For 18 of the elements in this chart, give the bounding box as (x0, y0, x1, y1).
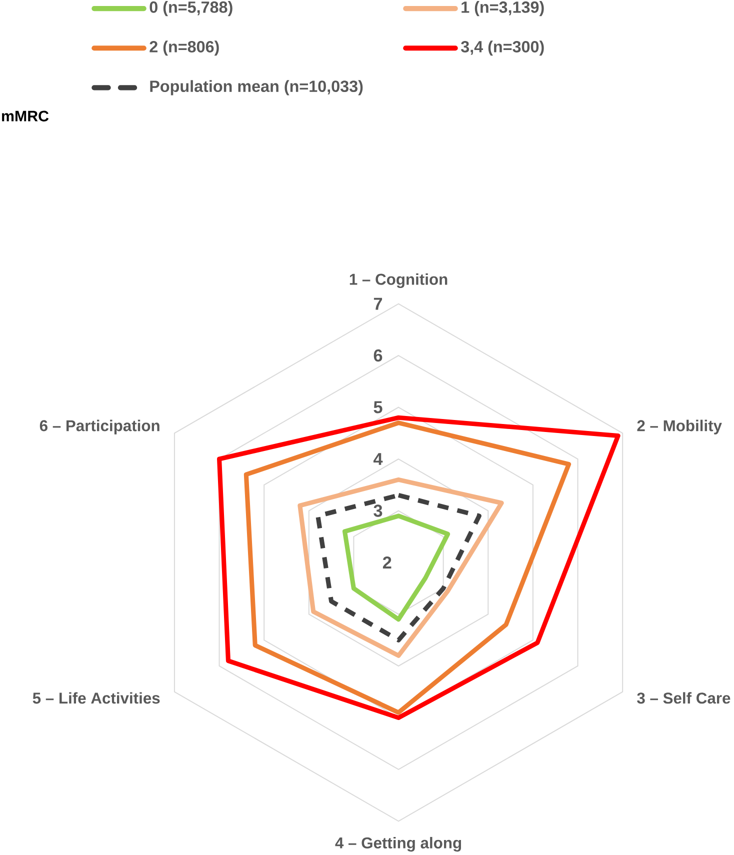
legend-title: mMRC (2, 110, 49, 122)
legend-label: Population mean (n=10,033) (150, 80, 363, 96)
y-tick-label: 3 (374, 504, 382, 517)
y-tick-label: 2 (382, 556, 392, 568)
spoke-label: 4 – Getting along (335, 836, 461, 852)
legend-label: 1 (n=3,139) (462, 1, 544, 16)
spoke-label: 5 – Life Activities (32, 692, 160, 704)
y-tick-label: 6 (374, 349, 382, 362)
y-tick-label: 5 (374, 401, 382, 414)
spoke-label: 1 – Cognition (350, 273, 448, 288)
spoke-label: 6 – Participation (40, 420, 160, 434)
legend-label: 2 (n=806) (150, 40, 219, 56)
legend-label: 0 (n=5,788) (150, 1, 232, 16)
spoke-label: 3 – Self Care (637, 692, 730, 704)
legend-label: 3,4 (n=300) (460, 40, 544, 56)
spoke-label: 2 – Mobility (637, 420, 722, 434)
y-tick-label: 4 (373, 453, 383, 465)
y-tick-label: 7 (374, 298, 382, 310)
